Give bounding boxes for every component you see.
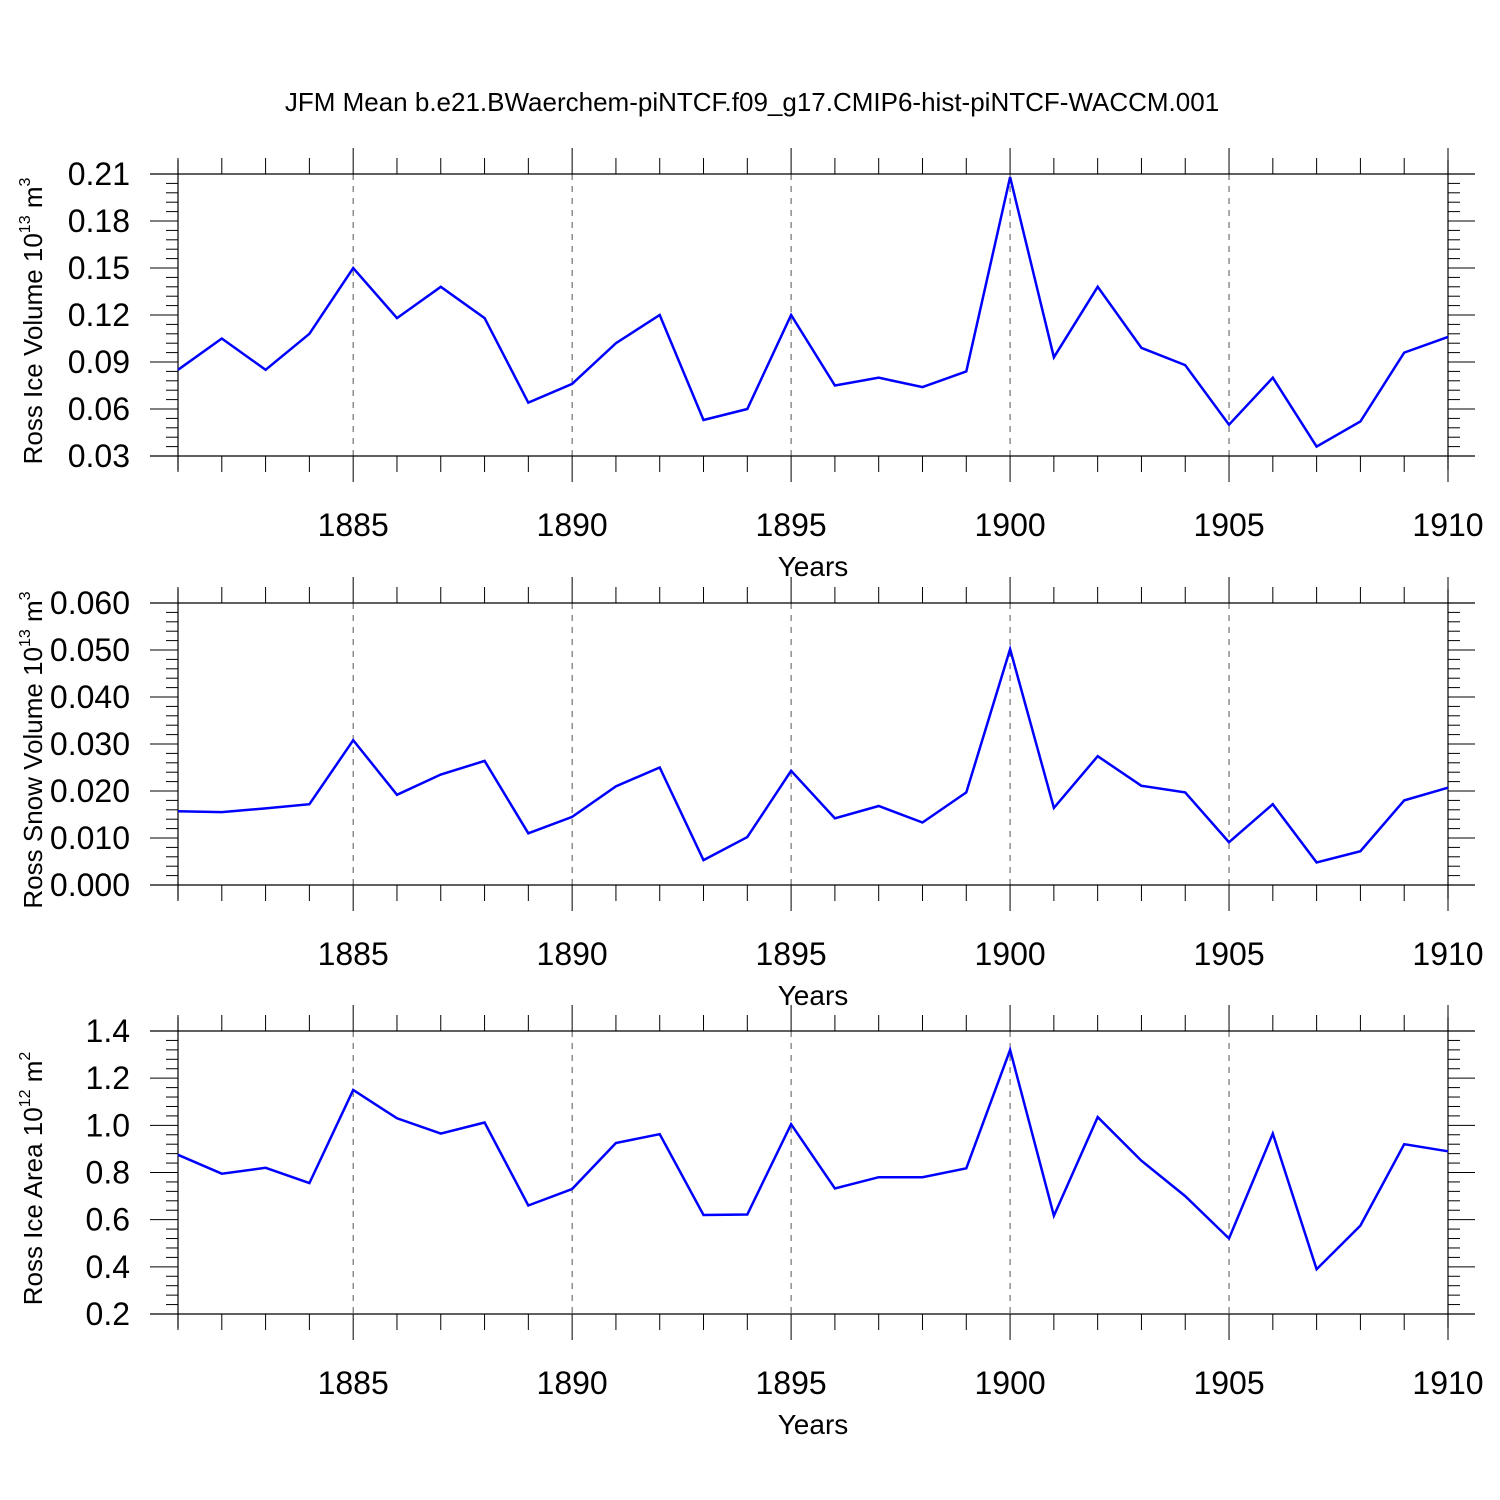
y-axis-label-part: Ross Ice Volume 10 (18, 233, 48, 464)
y-tick-label: 0.12 (68, 297, 130, 333)
y-tick-label: 0.09 (68, 344, 130, 380)
y-tick-label: 0.060 (50, 585, 130, 621)
y-tick-label: 0.020 (50, 773, 130, 809)
y-axis-label: Ross Ice Volume 1013 m3 (17, 177, 48, 464)
y-axis-label-part: m (18, 1061, 48, 1090)
panels: 0.03 0.06 0.09 0.12 0.15 0.18 0.21 1885 1890 1895… (17, 148, 1484, 1440)
y-axis-label-part: Ross Ice Area 10 (18, 1107, 48, 1305)
x-tick-label: 1900 (974, 936, 1045, 972)
y-tick-label: 0.050 (50, 632, 130, 668)
y-axis-label-part: m (18, 186, 48, 215)
x-axis-label: Years (778, 1409, 849, 1440)
y-axis-label: Ross Snow Volume 1013 m3 (17, 591, 48, 908)
x-tick-label: 1910 (1412, 936, 1483, 972)
series-line (177, 644, 1449, 864)
y-tick-label: 0.4 (86, 1249, 130, 1285)
x-tick-label: 1900 (974, 1365, 1045, 1401)
y-axis-label-part: 3 (17, 177, 34, 186)
y-axis-label-part: m (18, 600, 48, 629)
chart-panel-2: 0.000 0.010 0.020 0.030 0.040 0.050 0.060 1885 1… (17, 577, 1484, 1011)
x-tick-label: 1895 (756, 1365, 827, 1401)
y-tick-label: 1.0 (86, 1107, 130, 1143)
y-axis-label: Ross Ice Area 1012 m2 (17, 1052, 48, 1306)
chart-title: JFM Mean b.e21.BWaerchem-piNTCF.f09_g17.… (285, 87, 1219, 117)
y-tick-label: 0.6 (86, 1202, 130, 1238)
x-axis-label: Years (778, 980, 849, 1011)
x-tick-label: 1905 (1193, 507, 1264, 543)
x-tick-label: 1910 (1412, 1365, 1483, 1401)
x-tick-label: 1895 (756, 507, 827, 543)
x-tick-label: 1890 (537, 936, 608, 972)
y-axis-label-part: 12 (17, 1089, 34, 1107)
x-tick-label: 1910 (1412, 507, 1483, 543)
y-tick-label: 0.040 (50, 679, 130, 715)
x-axis-label: Years (778, 551, 849, 582)
x-tick-label: 1885 (318, 936, 389, 972)
y-tick-label: 0.18 (68, 203, 130, 239)
x-tick-label: 1885 (318, 1365, 389, 1401)
y-tick-label: 1.4 (86, 1013, 130, 1049)
y-axis-label-part: 13 (17, 629, 34, 647)
x-tick-label: 1905 (1193, 936, 1264, 972)
y-tick-label: 0.030 (50, 726, 130, 762)
y-axis-label-part: 2 (17, 1052, 34, 1061)
y-axis-label-part: 3 (17, 591, 34, 600)
chart-panel-3: 0.2 0.4 0.6 0.8 1.0 1.2 1.4 1885 1890 1895 1900 190… (17, 1005, 1484, 1440)
y-tick-label: 0.8 (86, 1155, 130, 1191)
y-tick-label: 0.000 (50, 867, 130, 903)
y-tick-label: 0.03 (68, 438, 130, 474)
series-line (177, 1045, 1449, 1272)
y-tick-label: 0.21 (68, 156, 130, 192)
x-tick-label: 1890 (537, 507, 608, 543)
x-tick-label: 1895 (756, 936, 827, 972)
y-tick-label: 0.15 (68, 250, 130, 286)
y-axis-label-part: Ross Snow Volume 10 (18, 647, 48, 909)
y-tick-label: 0.06 (68, 391, 130, 427)
x-tick-label: 1905 (1193, 1365, 1264, 1401)
y-tick-label: 0.010 (50, 820, 130, 856)
x-tick-label: 1885 (318, 507, 389, 543)
x-tick-label: 1900 (974, 507, 1045, 543)
y-tick-label: 0.2 (86, 1296, 130, 1332)
chart-panel-1: 0.03 0.06 0.09 0.12 0.15 0.18 0.21 1885 1890 1895… (17, 148, 1484, 582)
series-line (177, 176, 1449, 449)
x-tick-label: 1890 (537, 1365, 608, 1401)
y-axis-label-part: 13 (17, 215, 34, 233)
y-tick-label: 1.2 (86, 1060, 130, 1096)
